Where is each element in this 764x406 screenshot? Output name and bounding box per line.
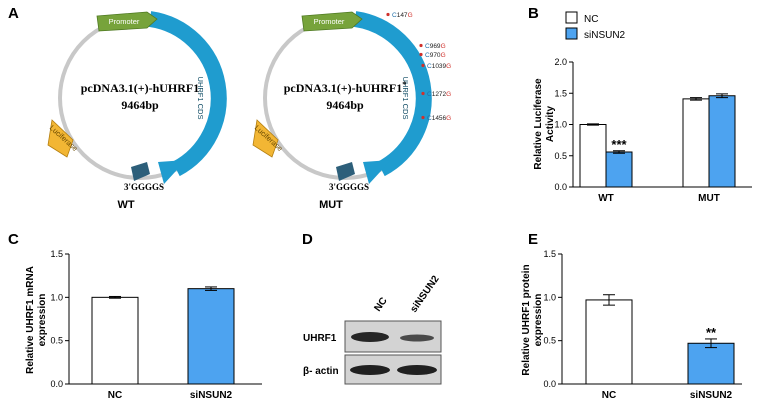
chart-b-ytick-label-4: 2.0 [554, 57, 567, 67]
wt-cds-label: UHRF1 CDS [196, 77, 205, 120]
chart-e-ylabel: Relative UHRF1 proteinexpression [521, 264, 544, 375]
mutation-dot-2 [419, 52, 423, 57]
mut-plasmid-name: pcDNA3.1(+)-hUHRF1* [284, 80, 407, 95]
panel-e-letter: E [528, 231, 538, 248]
chart-e: 0.0 0.5 1.0 1.5 Relative UHRF1 proteinexpres… [521, 249, 742, 401]
chart-b-legend-label-0: NC [584, 14, 598, 25]
chart-b-legend-swatch-1 [565, 27, 578, 40]
blot-lane-label-sinsun2: siNSUN2 [408, 273, 441, 314]
chart-e-ytick-label-3: 1.5 [543, 249, 556, 259]
chart-b-wt-nc-bar [579, 124, 607, 188]
blot-row-label-uhrf1: UHRF1 [303, 333, 337, 344]
chart-e-ytick-label-0: 0.0 [543, 379, 556, 389]
mutation-label-1: C969G [425, 43, 446, 50]
chart-e-ytick-label-1: 0.5 [543, 336, 556, 346]
wt-label: WT [117, 199, 134, 211]
chart-b-xtick-label-0: WT [598, 193, 614, 204]
mutation-dot-4 [421, 91, 425, 96]
panel-b-letter: B [528, 5, 539, 22]
chart-c-sinsun2-bar [187, 288, 235, 385]
panel-a-letter: A [8, 5, 19, 22]
wt-plasmid-size: 9464bp [121, 98, 159, 112]
mutation-labels: C147G C969G C970G C1039G C1272G C1456G [386, 12, 451, 122]
mutation-dot-5 [421, 115, 425, 120]
chart-b-wt-sinsun2-bar [605, 151, 633, 188]
chart-c-ylabel: Relative UHRF1 mRNAexpression [25, 266, 48, 374]
mutation-label-3: C1039G [427, 63, 451, 70]
chart-c-xtick-label-1: siNSUN2 [190, 390, 233, 401]
chart-e-ytick-label-2: 1.0 [543, 292, 556, 302]
chart-b-annotation-0: *** [611, 137, 627, 152]
mutation-label-0: C147G [392, 12, 413, 19]
chart-b-ylabel: Relative LuciferaseActivity [533, 78, 556, 170]
blot-uhrf1-band-nc [351, 332, 389, 342]
mut-cds-arc [353, 11, 432, 177]
chart-b-mut-sinsun2-bar [708, 95, 736, 188]
blot-row-label-actin: β- actin [303, 366, 339, 377]
western-blot: NC siNSUN2 UHRF1 β- actin [303, 273, 442, 385]
chart-b-ytick-label-3: 1.5 [554, 88, 567, 98]
chart-c-xtick-label-0: NC [108, 390, 122, 401]
chart-e-nc-bar [585, 299, 633, 385]
wt-promoter-box [96, 11, 158, 32]
panel-c-letter: C [8, 231, 19, 248]
mutation-dot-0 [386, 12, 390, 17]
mut-promoter-label: Promoter [314, 17, 345, 26]
mut-promoter-box [301, 11, 363, 32]
mut-plasmid-map: Promoter UHRF1 CDS Luciferase 3'GGGGS pc… [252, 11, 451, 211]
blot-actin-band-sinsun2 [397, 365, 437, 375]
chart-b-legend-swatch-0 [565, 11, 578, 24]
chart-b-mut-nc-bar [682, 98, 710, 188]
mut-cds-arrowhead [363, 160, 391, 184]
chart-b: 0.0 0.5 1.0 1.5 2.0 Relative LuciferaseActivi… [533, 11, 752, 204]
chart-e-annotation-0: ** [706, 325, 717, 340]
mutation-label-4: C1272G [427, 91, 451, 98]
chart-b-legend-label-1: siNSUN2 [584, 30, 626, 41]
mut-site-label: 3'GGGGS [329, 182, 369, 192]
chart-c-nc-bar [91, 296, 139, 385]
mutation-label-5: C1456G [427, 115, 451, 122]
wt-site-label: 3'GGGGS [124, 182, 164, 192]
chart-b-ytick-label-2: 1.0 [554, 120, 567, 130]
wt-promoter-label: Promoter [109, 17, 140, 26]
chart-c-ytick-label-3: 1.5 [50, 249, 63, 259]
chart-c-ytick-label-1: 0.5 [50, 336, 63, 346]
mut-cds-label: UHRF1 CDS [401, 77, 410, 120]
wt-plasmid-name: pcDNA3.1(+)-hUHRF1 [81, 81, 200, 95]
blot-actin-band-nc [350, 365, 390, 375]
wt-cds-arrowhead [158, 160, 186, 184]
chart-e-sinsun2-bar [687, 342, 735, 385]
mutation-dot-3 [421, 63, 425, 68]
mut-label: MUT [319, 199, 343, 211]
chart-b-ytick-label-0: 0.0 [554, 182, 567, 192]
mut-luciferase-box [252, 119, 279, 158]
blot-uhrf1-band-sinsun2 [400, 334, 434, 342]
mutation-dot-1 [419, 43, 423, 48]
panel-d-letter: D [302, 231, 313, 248]
chart-b-ytick-label-1: 0.5 [554, 151, 567, 161]
mut-plasmid-size: 9464bp [326, 98, 364, 112]
mutation-label-2: C970G [425, 52, 446, 59]
chart-c-ytick-label-0: 0.0 [50, 379, 63, 389]
chart-e-xtick-label-0: NC [602, 390, 616, 401]
wt-plasmid-map: Promoter UHRF1 CDS Luciferase 3'GGGGS pc… [47, 11, 227, 211]
chart-b-xtick-label-1: MUT [698, 193, 720, 204]
mut-site-marker [336, 162, 355, 181]
blot-lane-label-nc: NC [372, 296, 389, 314]
chart-c-ytick-label-2: 1.0 [50, 292, 63, 302]
wt-site-marker [131, 162, 150, 181]
wt-cds-arc [148, 11, 227, 177]
wt-luciferase-box [47, 119, 74, 158]
chart-e-xtick-label-1: siNSUN2 [690, 390, 733, 401]
